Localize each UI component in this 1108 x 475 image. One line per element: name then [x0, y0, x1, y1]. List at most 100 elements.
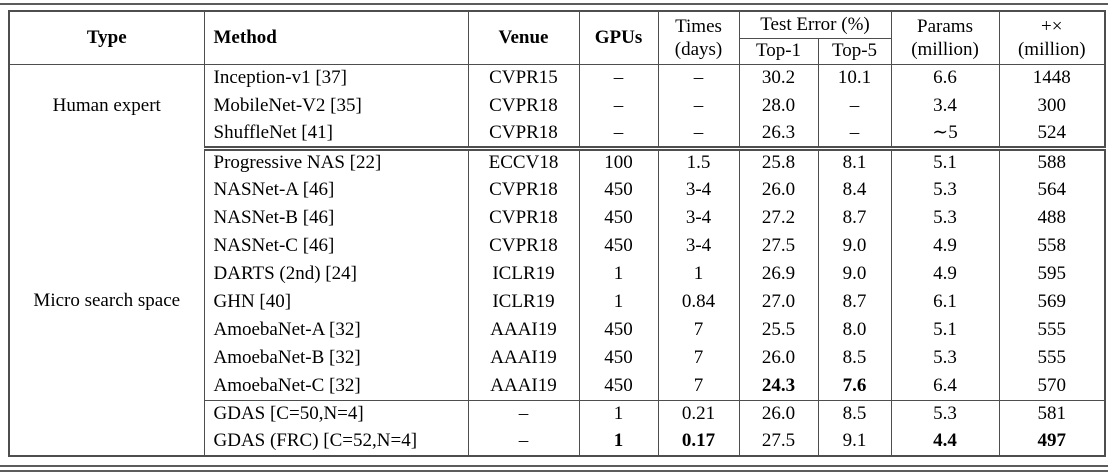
madds-cell: 581 — [998, 399, 1106, 428]
col-header-times-line1: Times — [675, 15, 722, 37]
madds-cell: 588 — [998, 148, 1106, 176]
col-header-type: Type — [8, 11, 205, 65]
params-cell: 5.1 — [890, 316, 1000, 344]
col-header-madds-line2: (million) — [1017, 38, 1086, 60]
gpus-cell: 450 — [578, 316, 659, 344]
method-cell: Progressive NAS [22] — [203, 148, 469, 176]
params-cell: 5.1 — [890, 148, 1000, 176]
top1-cell: 26.0 — [738, 399, 819, 428]
times-cell: 1.5 — [657, 148, 740, 176]
table-body: Human expert Inception-v1 [37] CVPR15– –30.… — [8, 64, 1106, 456]
top5-cell: 8.4 — [817, 176, 892, 204]
col-header-method: Method — [203, 11, 469, 65]
method-cell: GHN [40] — [203, 288, 469, 316]
madds-cell: 569 — [998, 288, 1106, 316]
top1-cell: 30.2 — [738, 64, 819, 92]
top1-cell: 26.0 — [738, 344, 819, 372]
method-cell: DARTS (2nd) [24] — [203, 260, 469, 288]
top5-cell: 8.5 — [817, 344, 892, 372]
venue-cell: – — [467, 428, 580, 456]
top1-cell: 26.3 — [738, 120, 819, 151]
params-cell: 6.6 — [890, 64, 1000, 92]
table-row: Human expert Inception-v1 [37] CVPR15– –30.… — [8, 64, 1106, 148]
params-cell: 4.9 — [890, 232, 1000, 260]
times-cell: – — [657, 92, 740, 120]
top1-cell: 25.8 — [738, 148, 819, 176]
params-cell: 3.4 — [890, 92, 1000, 120]
method-cell: NASNet-C [46] — [203, 232, 469, 260]
madds-cell: 524 — [998, 120, 1106, 151]
col-header-top5: Top-5 — [817, 38, 892, 65]
col-header-venue: Venue — [467, 11, 580, 65]
table-header: Type Method Venue GPUs Times (days) Test… — [8, 11, 1106, 65]
times-cell: – — [657, 120, 740, 151]
venue-cell: CVPR18 — [467, 232, 580, 260]
venue-cell: ICLR19 — [467, 288, 580, 316]
type-group-cell: Micro search space — [8, 148, 205, 456]
gpus-cell: 1 — [578, 288, 659, 316]
table-row: ShuffleNet [41] CVPR18– –26.3– ∼5 524 — [9, 120, 1106, 151]
method-cell: AmoebaNet-C [32] — [203, 372, 469, 400]
gpus-cell: 100 — [578, 148, 659, 176]
venue-cell: AAAI19 — [467, 344, 580, 372]
top5-cell: 8.7 — [817, 204, 892, 232]
top5-cell: 9.0 — [817, 260, 892, 288]
top5-cell: 8.0 — [817, 316, 892, 344]
table-row: GDAS (FRC) [C=52,N=4] –1 0.17 27.5 9.1 4.4 497 — [9, 428, 1106, 456]
gpus-cell: – — [578, 64, 659, 92]
gpus-cell: 1 — [578, 399, 659, 428]
method-cell: GDAS (FRC) [C=52,N=4] — [203, 428, 469, 456]
col-header-times: Times (days) — [657, 11, 740, 65]
top1-cell: 27.5 — [738, 232, 819, 260]
top1-cell: 27.0 — [738, 288, 819, 316]
table-row: AmoebaNet-B [32] AAAI19 450 7 26.0 8.5 5.3 555 — [9, 344, 1106, 372]
table-row: NASNet-C [46] CVPR18 450 3-4 27.5 9.0 4.9 558 — [9, 232, 1106, 260]
table-row: GDAS [C=50,N=4] –1 0.21 26.0 8.5 5.3 581 — [9, 399, 1106, 428]
venue-cell: AAAI19 — [467, 316, 580, 344]
params-cell: 5.3 — [890, 399, 1000, 428]
gpus-cell: 450 — [578, 344, 659, 372]
times-cell: 0.21 — [657, 399, 740, 428]
gpus-cell: 450 — [578, 232, 659, 260]
table-row: AmoebaNet-C [32] AAAI19 450 7 24.3 7.6 6.4 570 — [9, 372, 1106, 400]
top1-cell: 26.0 — [738, 176, 819, 204]
venue-cell: – — [467, 399, 580, 428]
venue-cell: CVPR18 — [467, 204, 580, 232]
params-cell: 4.4 — [890, 428, 1000, 456]
madds-cell: 497 — [998, 428, 1106, 456]
gpus-cell: 450 — [578, 176, 659, 204]
method-cell: GDAS [C=50,N=4] — [203, 399, 469, 428]
gpus-cell: 1 — [578, 260, 659, 288]
venue-cell: CVPR18 — [467, 176, 580, 204]
top5-cell: 10.1 — [817, 64, 892, 92]
col-header-top1: Top-1 — [738, 38, 819, 65]
top5-cell: 8.5 — [817, 399, 892, 428]
top-double-rule-line — [0, 3, 1108, 5]
table-row: MobileNet-V2 [35] CVPR18– –28.0–3.4 300 — [9, 92, 1106, 120]
table-row: AmoebaNet-A [32] AAAI19 450 7 25.5 8.0 5.1 555 — [9, 316, 1106, 344]
top1-cell: 24.3 — [738, 372, 819, 400]
top5-cell: – — [817, 120, 892, 151]
venue-cell: ECCV18 — [467, 148, 580, 176]
top5-cell: 7.6 — [817, 372, 892, 400]
madds-cell: 555 — [998, 316, 1106, 344]
gpus-cell: 450 — [578, 372, 659, 400]
top5-cell: 9.0 — [817, 232, 892, 260]
times-cell: 1 — [657, 260, 740, 288]
gpus-cell: 450 — [578, 204, 659, 232]
bottom-double-rule — [0, 465, 1108, 472]
times-cell: 0.17 — [657, 428, 740, 456]
madds-cell: 595 — [998, 260, 1106, 288]
col-header-params: Params (million) — [890, 11, 1000, 65]
col-header-madds: +× (million) — [998, 11, 1106, 65]
times-cell: – — [657, 64, 740, 92]
madds-cell: 300 — [998, 92, 1106, 120]
col-header-gpus: GPUs — [578, 11, 659, 65]
table-row: NASNet-B [46] CVPR18 450 3-4 27.2 8.7 5.3 488 — [9, 204, 1106, 232]
gpus-cell: – — [578, 120, 659, 151]
params-cell: 5.3 — [890, 176, 1000, 204]
method-cell: NASNet-B [46] — [203, 204, 469, 232]
col-header-madds-line1: +× — [1041, 15, 1063, 37]
method-cell: ShuffleNet [41] — [203, 120, 469, 151]
